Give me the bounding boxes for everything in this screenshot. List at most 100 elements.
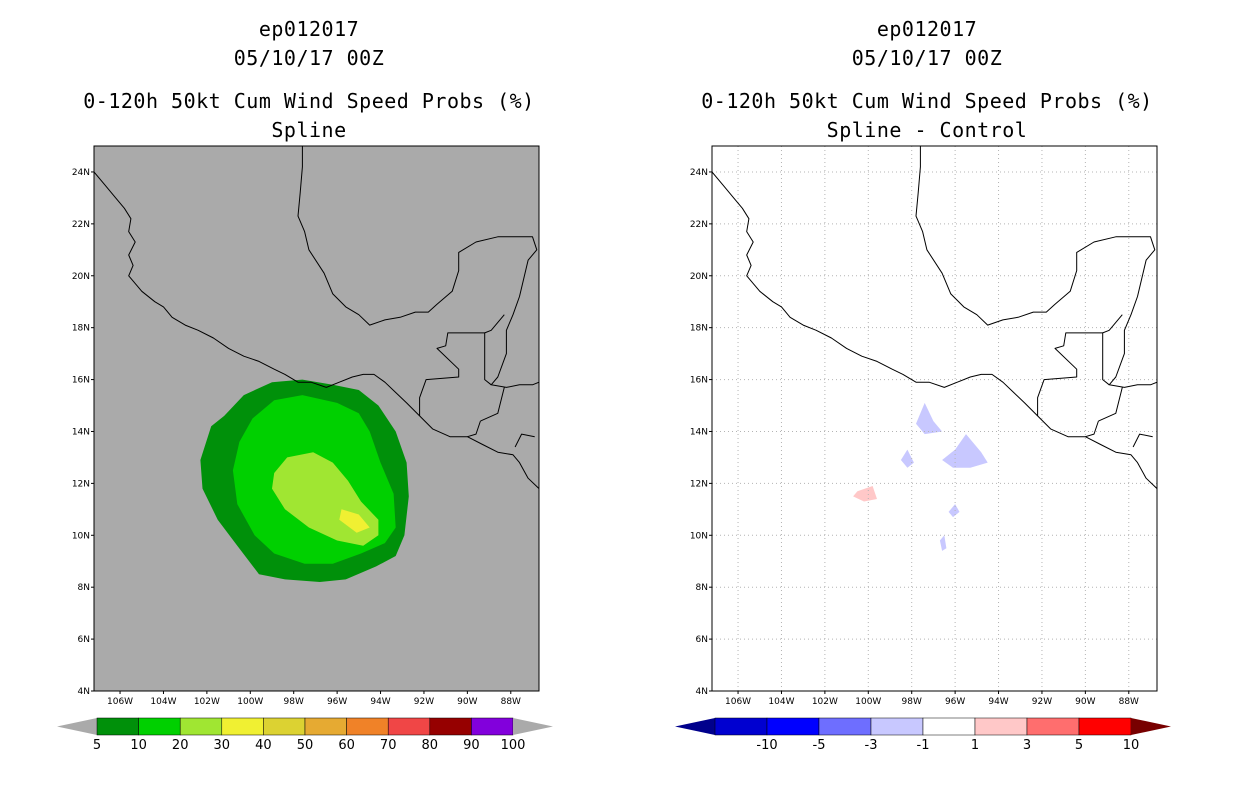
longitude-label: 102W <box>812 697 838 707</box>
latitude-label: 4N <box>696 687 708 697</box>
colorbar-segment <box>221 717 264 736</box>
colorbar-label: 80 <box>422 738 439 753</box>
longitude-label: 92W <box>1032 697 1052 707</box>
right-storm-id: ep012017 <box>876 17 978 41</box>
colorbar-label: 3 <box>1023 738 1031 753</box>
colorbar-segment <box>922 717 976 736</box>
probability-contour-30 <box>339 509 370 533</box>
colorbar-segment <box>263 717 306 736</box>
country-border <box>419 332 492 416</box>
right-panel-title: ep012017 05/10/17 00Z 0-120h 50kt Cum Wi… <box>618 15 1236 145</box>
colorbar-segment <box>346 717 389 736</box>
negative-difference-area <box>948 504 960 518</box>
latitude-label: 16N <box>72 376 90 386</box>
longitude-label: 98W <box>902 697 922 707</box>
longitude-label: 94W <box>370 697 390 707</box>
latitude-label: 22N <box>690 220 708 230</box>
colorbar-right-arrow <box>1131 718 1171 735</box>
colorbar-segment <box>304 717 347 736</box>
country-border <box>1085 420 1099 438</box>
left-subtitle: Spline <box>271 118 347 142</box>
colorbar-label: 50 <box>297 738 314 753</box>
right-product: 0-120h 50kt Cum Wind Speed Probs (%) <box>701 89 1153 113</box>
left-map-panel: 24N 22N 20N 18N 16N 14N 12N 10N 8N 6N 4N 106W 104W 10… <box>72 145 540 707</box>
longitude-label: 94W <box>988 697 1008 707</box>
latitude-label: 22N <box>72 220 90 230</box>
colorbar-label: -3 <box>865 738 878 753</box>
colorbar-label: 5 <box>93 738 101 753</box>
negative-difference-area <box>942 434 988 468</box>
colorbar-label: 1 <box>971 738 979 753</box>
negative-difference-area <box>900 449 914 468</box>
colorbar-segment <box>96 717 139 736</box>
colorbar-label: 10 <box>1123 738 1140 753</box>
country-border <box>484 314 505 334</box>
left-datetime: 05/10/17 00Z <box>233 46 385 70</box>
colorbar-segment <box>179 717 223 736</box>
country-border <box>1102 314 1123 334</box>
longitude-label: 90W <box>1075 697 1095 707</box>
latitude-label: 20N <box>690 272 708 282</box>
colorbar-segment <box>766 717 820 736</box>
colorbar-label: 30 <box>214 738 231 753</box>
longitude-label: 106W <box>725 697 751 707</box>
coastline <box>297 146 539 388</box>
latitude-label: 6N <box>78 635 90 645</box>
country-border <box>1098 387 1123 422</box>
latitude-label: 18N <box>690 324 708 334</box>
colorbar-label: -1 <box>917 738 930 753</box>
longitude-label: 96W <box>945 697 965 707</box>
right-map-background <box>712 146 1157 691</box>
colorbar-segment <box>1026 717 1080 736</box>
coastline <box>712 171 1157 489</box>
colorbar-label: 10 <box>130 738 147 753</box>
latitude-label: 10N <box>690 531 708 541</box>
colorbar-left-arrow <box>57 718 97 735</box>
positive-difference-area <box>853 486 877 502</box>
latitude-label: 14N <box>690 427 708 437</box>
coastline <box>915 146 1157 388</box>
colorbar-label: 5 <box>1075 738 1083 753</box>
country-border <box>467 420 481 438</box>
longitude-label: 104W <box>150 697 176 707</box>
colorbar-label: -5 <box>813 738 826 753</box>
country-border <box>1037 332 1110 416</box>
colorbar-segment <box>714 717 768 736</box>
country-border <box>514 433 535 448</box>
latitude-label: 24N <box>72 168 90 178</box>
colorbar-label: 40 <box>255 738 272 753</box>
colorbar-segment <box>1078 717 1132 736</box>
left-map-frame <box>93 145 540 692</box>
longitude-label: 98W <box>284 697 304 707</box>
longitude-label: 96W <box>327 697 347 707</box>
latitude-label: 4N <box>78 687 90 697</box>
colorbar-right-arrow <box>513 718 553 735</box>
latitude-label: 8N <box>696 583 708 593</box>
colorbar-label: -10 <box>756 738 777 753</box>
latitude-label: 12N <box>72 479 90 489</box>
colorbar-label: 70 <box>380 738 397 753</box>
longitude-label: 88W <box>501 697 521 707</box>
country-border <box>480 387 505 422</box>
left-panel-title: ep012017 05/10/17 00Z 0-120h 50kt Cum Wi… <box>0 15 618 145</box>
latitude-label: 6N <box>696 635 708 645</box>
colorbar-segment <box>429 717 472 736</box>
colorbar-segment <box>471 717 514 736</box>
longitude-label: 92W <box>414 697 434 707</box>
right-map-frame <box>711 145 1158 692</box>
latitude-label: 18N <box>72 324 90 334</box>
right-datetime: 05/10/17 00Z <box>851 46 1003 70</box>
colorbar-segment <box>387 717 431 736</box>
right-colorbar: -10 -5 -3 -1 1 3 5 10 <box>675 717 1171 753</box>
latitude-label: 16N <box>690 376 708 386</box>
latitude-label: 10N <box>72 531 90 541</box>
colorbar-segment <box>870 717 924 736</box>
latitude-label: 14N <box>72 427 90 437</box>
right-map-panel: 24N 22N 20N 18N 16N 14N 12N 10N 8N 6N 4N 106W 104W 10… <box>690 145 1158 707</box>
country-border <box>1132 433 1153 448</box>
coastline <box>94 171 539 489</box>
longitude-label: 90W <box>457 697 477 707</box>
colorbar-label: 90 <box>463 738 480 753</box>
colorbar-segment <box>974 717 1028 736</box>
